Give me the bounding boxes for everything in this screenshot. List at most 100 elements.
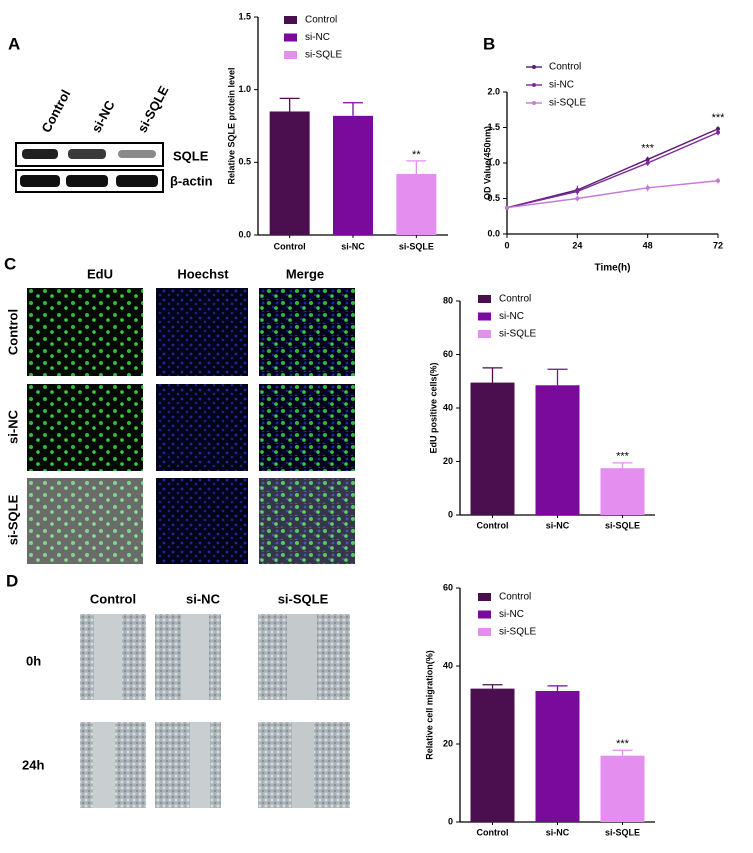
y-tick-label: 0 bbox=[448, 509, 453, 519]
x-tick-label: Control bbox=[274, 241, 306, 251]
point bbox=[575, 196, 580, 201]
point bbox=[505, 205, 509, 210]
bar bbox=[333, 115, 373, 235]
wound-gap bbox=[93, 722, 115, 808]
y-tick-label: 60 bbox=[443, 582, 453, 592]
lane-label: si-NC bbox=[88, 97, 117, 135]
legend-marker bbox=[532, 65, 536, 69]
band bbox=[116, 175, 158, 187]
x-tick-label: Control bbox=[477, 520, 509, 530]
column-label: Hoechst bbox=[177, 266, 229, 281]
band-label: β-actin bbox=[170, 173, 213, 188]
micrograph bbox=[259, 288, 355, 376]
micrograph bbox=[259, 478, 355, 564]
significance: *** bbox=[616, 451, 630, 463]
legend-swatch bbox=[284, 16, 297, 24]
wound-gap bbox=[190, 722, 210, 808]
y-tick-label: 0.0 bbox=[238, 229, 251, 239]
panel-label: D bbox=[6, 571, 18, 590]
y-tick-label: 0.5 bbox=[487, 193, 500, 203]
y-tick-label: 40 bbox=[443, 402, 453, 412]
x-tick-label: si-SQLE bbox=[399, 241, 434, 251]
band bbox=[22, 149, 58, 159]
point bbox=[575, 189, 580, 194]
micrograph bbox=[156, 384, 248, 471]
point bbox=[716, 178, 720, 183]
y-axis-title: Relative SQLE protein level bbox=[226, 67, 236, 184]
y-tick-label: 0.0 bbox=[487, 228, 500, 238]
legend-label: si-NC bbox=[549, 80, 574, 91]
micrograph bbox=[27, 288, 143, 376]
y-axis-title: EdU positive cells(%) bbox=[428, 362, 438, 453]
bar bbox=[535, 690, 580, 822]
legend-swatch bbox=[478, 628, 491, 636]
lane-label: Control bbox=[38, 87, 73, 135]
band-label: SQLE bbox=[173, 148, 209, 163]
point bbox=[716, 126, 720, 131]
bar bbox=[600, 468, 645, 515]
x-tick-label: si-NC bbox=[341, 241, 365, 251]
y-tick-label: 80 bbox=[443, 295, 453, 305]
significance: ** bbox=[412, 149, 421, 161]
row-label: si-SQLE bbox=[5, 494, 20, 545]
y-tick-label: 20 bbox=[443, 456, 453, 466]
row-label: si-NC bbox=[5, 409, 20, 444]
column-label: si-SQLE bbox=[278, 591, 329, 606]
legend-label: Control bbox=[549, 62, 581, 73]
significance: *** bbox=[616, 738, 630, 750]
column-label: Merge bbox=[286, 266, 324, 281]
micrograph bbox=[156, 288, 248, 376]
significance: *** bbox=[712, 112, 726, 124]
band bbox=[118, 150, 156, 158]
series-line bbox=[506, 131, 719, 209]
micrograph bbox=[156, 478, 248, 564]
micrograph bbox=[27, 478, 143, 564]
y-axis-title: Relative cell migration(%) bbox=[424, 650, 434, 760]
wound-gap bbox=[292, 722, 314, 808]
x-tick-label: 0 bbox=[504, 240, 509, 250]
y-tick-label: 0 bbox=[448, 816, 453, 826]
row-label: Control bbox=[5, 309, 20, 355]
wound-gap bbox=[181, 614, 209, 700]
series-line bbox=[506, 128, 719, 209]
wound-gap bbox=[287, 614, 317, 700]
x-tick-label: 24 bbox=[572, 240, 582, 250]
row-label: 24h bbox=[22, 757, 44, 772]
bar bbox=[600, 755, 645, 822]
legend-swatch bbox=[478, 593, 491, 601]
legend-swatch bbox=[478, 295, 491, 303]
legend-swatch bbox=[478, 330, 491, 338]
significance: *** bbox=[641, 143, 655, 155]
edu-images bbox=[27, 288, 355, 564]
bar bbox=[470, 382, 515, 515]
bar bbox=[269, 111, 310, 235]
legend-label: si-NC bbox=[305, 32, 330, 43]
x-tick-label: si-NC bbox=[546, 827, 570, 837]
x-tick-label: Control bbox=[477, 827, 509, 837]
lane-label: si-SQLE bbox=[134, 83, 171, 135]
panel-label: A bbox=[8, 34, 20, 53]
legend-label: Control bbox=[499, 592, 531, 603]
x-tick-label: si-SQLE bbox=[605, 827, 640, 837]
band bbox=[20, 175, 60, 187]
micrograph bbox=[27, 384, 143, 471]
legend-label: si-SQLE bbox=[305, 50, 343, 61]
bar bbox=[470, 688, 515, 822]
legend-label: si-SQLE bbox=[499, 329, 537, 340]
wound-gap bbox=[94, 614, 122, 700]
bar bbox=[535, 385, 580, 515]
legend-label: si-NC bbox=[499, 609, 524, 620]
x-tick-label: 48 bbox=[643, 240, 653, 250]
y-tick-label: 1.5 bbox=[238, 11, 251, 21]
point bbox=[645, 185, 650, 190]
y-tick-label: 1.5 bbox=[487, 122, 500, 132]
x-tick-label: si-NC bbox=[546, 520, 570, 530]
micrograph bbox=[155, 722, 221, 808]
y-tick-label: 1.0 bbox=[238, 84, 251, 94]
legend-label: si-SQLE bbox=[549, 98, 587, 109]
legend-swatch bbox=[284, 33, 297, 42]
legend-label: Control bbox=[305, 15, 337, 26]
legend-label: si-SQLE bbox=[499, 627, 537, 638]
